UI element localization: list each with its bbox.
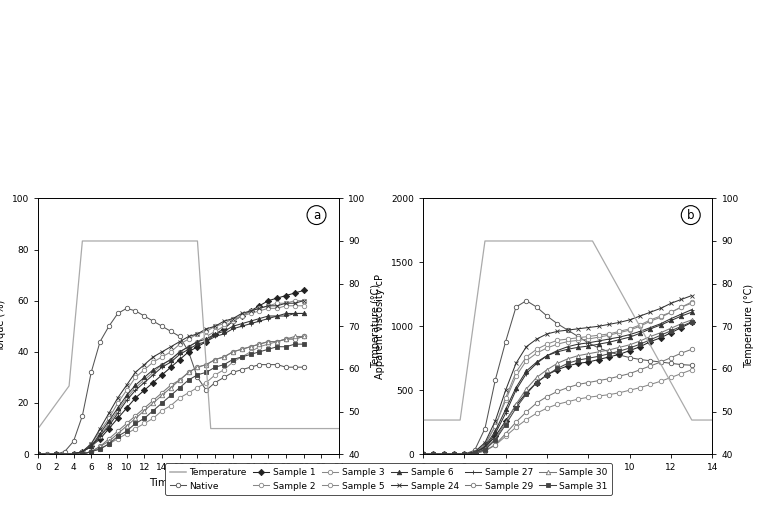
Y-axis label: Apparent viscosity cP: Apparent viscosity cP (376, 274, 386, 379)
Y-axis label: Temperature (°C): Temperature (°C) (744, 284, 754, 369)
Text: b: b (687, 209, 694, 222)
X-axis label: Time (minutes): Time (minutes) (149, 478, 228, 488)
Legend: Temperature, Native, Sample 1, Sample 2, Sample 3, Sample 5, Sample 6, Sample 24: Temperature, Native, Sample 1, Sample 2,… (165, 464, 612, 495)
X-axis label: Time (minutes): Time (minutes) (528, 478, 607, 488)
Text: a: a (313, 209, 320, 222)
Y-axis label: Torque (%): Torque (%) (0, 300, 6, 352)
Y-axis label: Temperature (°C): Temperature (°C) (371, 284, 381, 369)
